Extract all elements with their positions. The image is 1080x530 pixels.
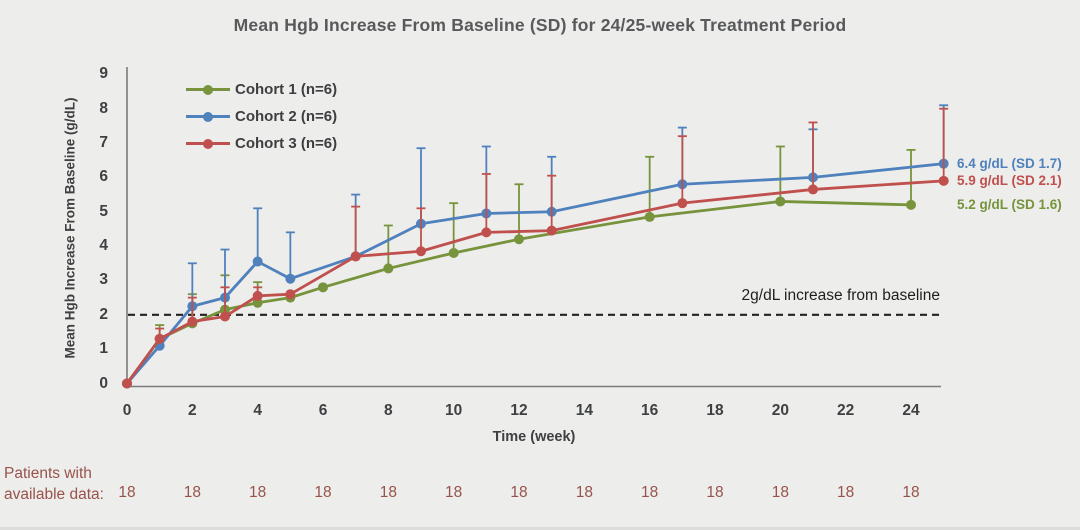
data-point-cohort-2-week-5	[285, 273, 296, 284]
x-tick-18: 18	[706, 402, 724, 419]
legend-item-cohort-1: Cohort 1 (n=6)	[186, 76, 337, 103]
patient-count-week-12: 18	[510, 484, 528, 501]
data-point-cohort-1-week-12	[514, 234, 525, 245]
x-tick-10: 10	[445, 402, 463, 419]
y-tick-2: 2	[99, 305, 108, 323]
y-tick-3: 3	[99, 271, 108, 289]
x-tick-12: 12	[510, 402, 528, 419]
endpoint-annotation-cohort-3: 5.9 g/dL (SD 2.1)	[957, 172, 1062, 188]
bottom-edge-strip	[0, 527, 1080, 530]
legend-label: Cohort 2 (n=6)	[235, 108, 338, 125]
patient-count-week-4: 18	[249, 484, 267, 501]
data-point-cohort-1-week-16	[644, 211, 655, 222]
chart-title: Mean Hgb Increase From Baseline (SD) for…	[233, 15, 847, 35]
patient-count-week-22: 18	[837, 484, 855, 501]
data-point-cohort-3-week-21	[808, 184, 819, 195]
x-axis-title: Time (week)	[492, 429, 576, 445]
data-point-cohort-3-week-3	[220, 311, 231, 322]
legend-item-cohort-2: Cohort 2 (n=6)	[186, 103, 337, 130]
legend-dot-swatch	[203, 84, 213, 95]
legend-marker-icon	[186, 138, 230, 149]
legend-marker-icon	[186, 84, 230, 95]
patients-label-line2: available data:	[4, 486, 104, 503]
y-tick-8: 8	[99, 99, 108, 117]
patient-count-week-2: 18	[183, 484, 201, 501]
data-point-cohort-1-week-20	[775, 196, 786, 207]
data-point-cohort-3-week-17	[677, 198, 688, 209]
x-tick-24: 24	[902, 402, 920, 419]
x-tick-8: 8	[384, 402, 393, 419]
y-tick-6: 6	[99, 168, 108, 186]
legend-item-cohort-3: Cohort 3 (n=6)	[186, 130, 337, 157]
x-tick-22: 22	[837, 402, 855, 419]
data-point-cohort-3-week-7	[350, 251, 361, 262]
patient-count-week-0: 18	[118, 484, 136, 501]
data-point-cohort-3-week-0	[122, 378, 132, 389]
reference-line-label: 2g/dL increase from baseline	[741, 287, 940, 304]
data-point-cohort-1-week-10	[448, 247, 459, 258]
data-point-cohort-3-week-4	[252, 290, 263, 301]
patients-available-label: Patients with available data:	[4, 463, 104, 505]
data-point-cohort-3-week-13	[546, 225, 557, 236]
data-point-cohort-3-week-11	[481, 227, 492, 238]
series-line-cohort-2	[125, 162, 944, 385]
patient-count-week-20: 18	[771, 484, 789, 501]
y-tick-5: 5	[99, 202, 108, 220]
data-point-cohort-1-week-24	[906, 199, 917, 210]
data-point-cohort-2-week-4	[252, 256, 263, 267]
patient-count-week-8: 18	[379, 484, 397, 501]
x-tick-4: 4	[253, 402, 262, 419]
y-tick-7: 7	[99, 134, 108, 152]
data-point-cohort-3-week-9	[416, 246, 427, 257]
patient-count-week-18: 18	[706, 484, 724, 501]
data-point-cohort-3-week-2	[187, 316, 198, 327]
x-tick-16: 16	[641, 402, 659, 419]
x-tick-14: 14	[575, 402, 593, 419]
x-tick-6: 6	[318, 402, 328, 419]
legend-dot-swatch	[203, 138, 213, 149]
endpoint-annotation-cohort-2: 6.4 g/dL (SD 1.7)	[957, 155, 1062, 171]
legend-marker-icon	[186, 111, 230, 122]
patient-count-week-10: 18	[445, 484, 463, 501]
patient-count-week-6: 18	[314, 484, 332, 501]
patient-count-week-14: 18	[575, 484, 593, 501]
data-point-cohort-1-week-8	[383, 263, 394, 274]
data-point-cohort-3-week-1	[154, 333, 165, 344]
legend-label: Cohort 1 (n=6)	[235, 81, 338, 98]
endpoint-annotation-cohort-1: 5.2 g/dL (SD 1.6)	[957, 196, 1062, 212]
x-tick-20: 20	[771, 402, 789, 419]
y-tick-4: 4	[99, 237, 108, 255]
y-tick-9: 9	[99, 65, 108, 83]
patient-count-week-16: 18	[641, 484, 659, 501]
x-tick-0: 0	[122, 402, 132, 419]
data-point-cohort-3-week-25	[938, 175, 949, 186]
data-point-cohort-1-week-4	[252, 297, 263, 308]
patient-count-week-24: 18	[902, 484, 920, 501]
data-point-cohort-1-week-6	[318, 282, 329, 293]
data-point-cohort-3-week-5	[285, 289, 296, 300]
legend-dot-swatch	[203, 111, 213, 122]
y-tick-0: 0	[99, 374, 108, 392]
legend-label: Cohort 3 (n=6)	[235, 135, 338, 152]
y-tick-1: 1	[99, 340, 108, 358]
patients-label-line1: Patients with	[4, 465, 92, 482]
legend: Cohort 1 (n=6) Cohort 2 (n=6) Cohort 3 (n=…	[186, 76, 337, 157]
x-tick-2: 2	[188, 402, 197, 419]
